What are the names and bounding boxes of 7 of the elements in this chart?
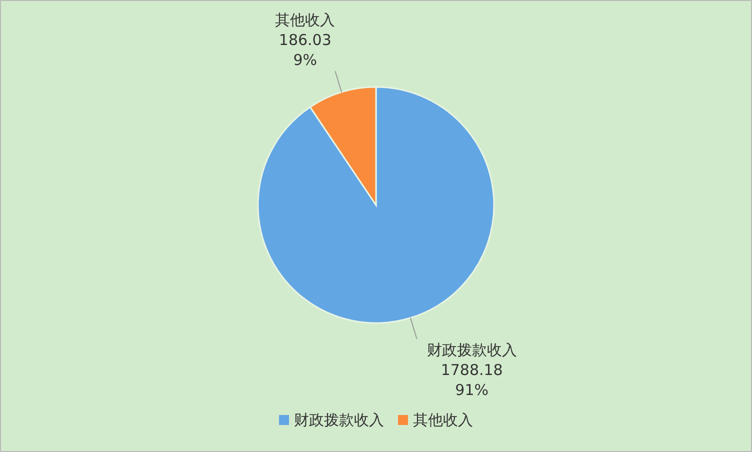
data-label: 1788.18 91% [440, 360, 503, 399]
pie-slice [257, 86, 495, 324]
slice-label: 其他收入 [275, 11, 336, 30]
slice-label: 财政拨款收入 [426, 340, 517, 359]
legend-label: 其他收入 [413, 411, 473, 429]
data-label: 186.03 9% [278, 31, 332, 70]
legend-label: 财政拨款收入 [294, 411, 384, 429]
